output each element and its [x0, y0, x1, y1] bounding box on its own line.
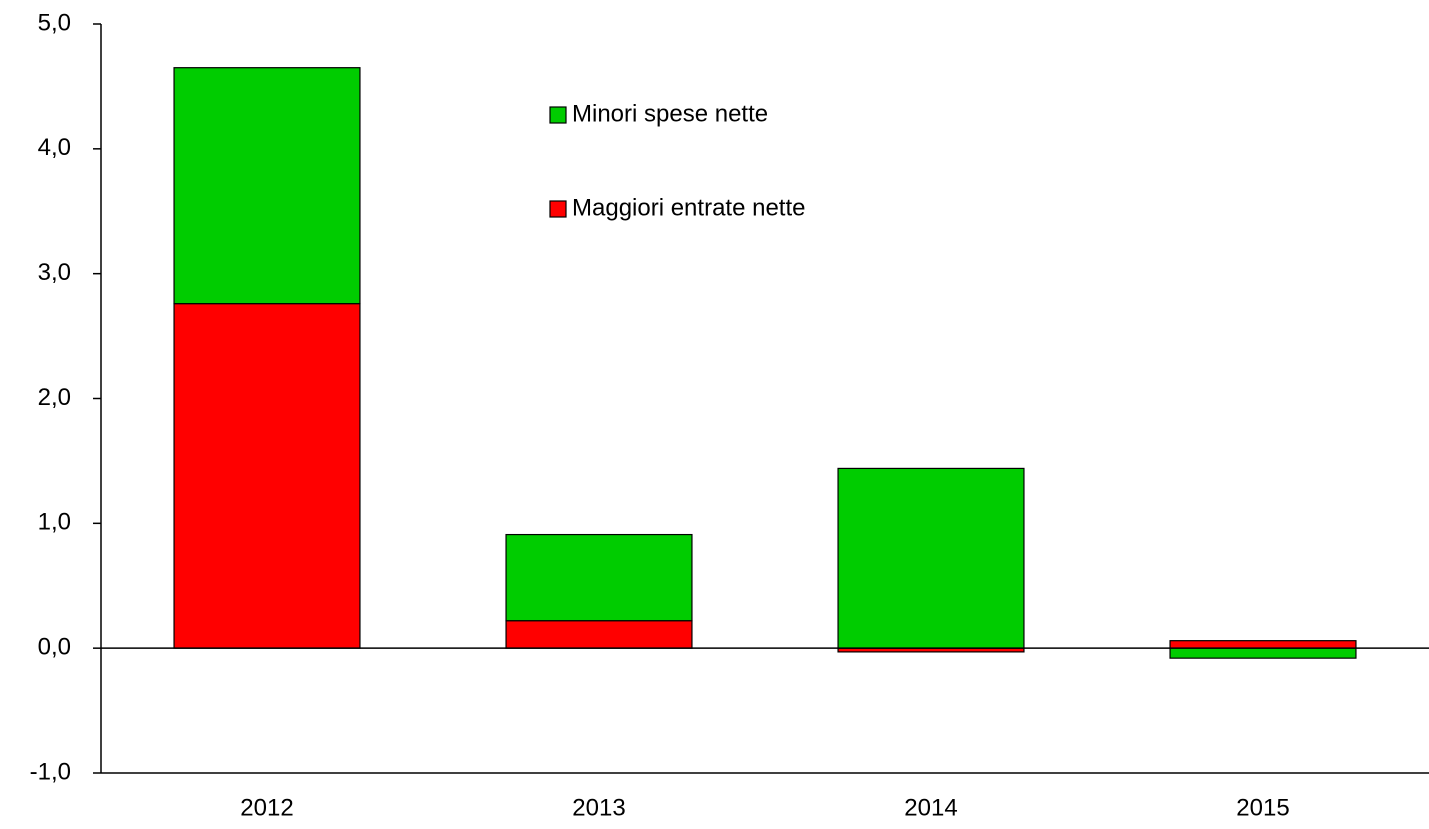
bar-segment [505, 533, 693, 622]
y-tick-label: 3,0 [38, 259, 71, 286]
bar-segment [1169, 640, 1357, 649]
y-tick-label: 0,0 [38, 634, 71, 661]
legend-label: Minori spese nette [572, 100, 768, 127]
y-tick-label: 5,0 [38, 9, 71, 36]
x-tick-label: 2013 [572, 794, 625, 821]
bar-segment [173, 67, 361, 305]
legend-label: Maggiori entrate nette [572, 194, 805, 221]
legend-swatch [549, 200, 567, 218]
x-tick-label: 2014 [904, 794, 957, 821]
y-tick-label: 4,0 [38, 134, 71, 161]
legend-swatch [549, 106, 567, 124]
y-tick-label: -1,0 [30, 758, 71, 785]
bar-segment [505, 620, 693, 649]
x-tick-label: 2015 [1236, 794, 1289, 821]
y-tick-label: 2,0 [38, 384, 71, 411]
x-tick-label: 2012 [240, 794, 293, 821]
bar-segment [837, 467, 1025, 649]
bar-segment [1169, 647, 1357, 659]
bar-segment [173, 303, 361, 649]
y-tick-label: 1,0 [38, 509, 71, 536]
